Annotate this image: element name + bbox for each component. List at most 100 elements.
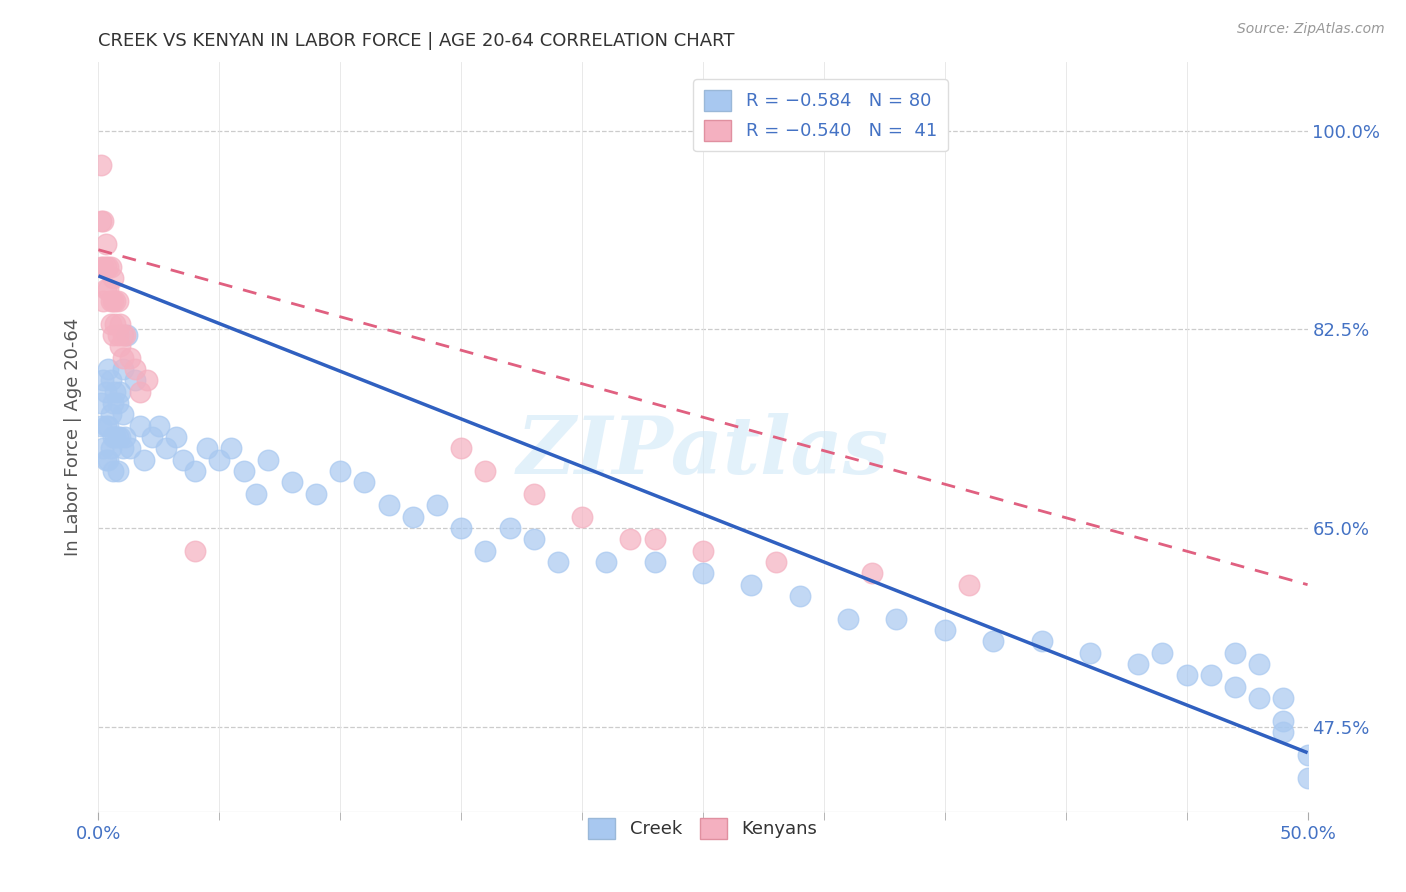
Point bbox=[256, 452, 278, 467]
Point bbox=[450, 521, 472, 535]
Point bbox=[100, 293, 122, 308]
Point bbox=[91, 442, 114, 456]
Point bbox=[128, 418, 150, 433]
Point bbox=[860, 566, 883, 581]
Point bbox=[100, 317, 122, 331]
Point bbox=[134, 452, 156, 467]
Point bbox=[135, 373, 157, 387]
Point bbox=[1272, 725, 1295, 739]
Point bbox=[101, 271, 124, 285]
Point bbox=[208, 452, 231, 467]
Point bbox=[108, 339, 131, 353]
Point bbox=[232, 464, 254, 478]
Text: Source: ZipAtlas.com: Source: ZipAtlas.com bbox=[1237, 22, 1385, 37]
Point bbox=[101, 293, 124, 308]
Point bbox=[1272, 714, 1295, 728]
Point bbox=[1152, 646, 1174, 660]
Point bbox=[1031, 634, 1053, 648]
Point bbox=[104, 430, 127, 444]
Y-axis label: In Labor Force | Age 20-64: In Labor Force | Age 20-64 bbox=[65, 318, 83, 557]
Point bbox=[981, 634, 1004, 648]
Point bbox=[91, 293, 114, 308]
Point bbox=[107, 396, 129, 410]
Point bbox=[450, 442, 472, 456]
Point bbox=[107, 327, 129, 342]
Point bbox=[1223, 680, 1246, 694]
Point bbox=[90, 158, 112, 172]
Point bbox=[692, 566, 714, 581]
Legend: Creek, Kenyans: Creek, Kenyans bbox=[579, 809, 827, 847]
Point bbox=[108, 317, 131, 331]
Point bbox=[111, 408, 134, 422]
Point bbox=[1199, 668, 1222, 682]
Point bbox=[1296, 771, 1319, 785]
Point bbox=[94, 384, 117, 399]
Point bbox=[94, 283, 117, 297]
Point bbox=[97, 283, 120, 297]
Point bbox=[124, 362, 146, 376]
Point bbox=[184, 543, 207, 558]
Point bbox=[100, 442, 122, 456]
Point bbox=[108, 384, 131, 399]
Point bbox=[104, 384, 127, 399]
Point bbox=[118, 442, 141, 456]
Point bbox=[184, 464, 207, 478]
Point bbox=[100, 408, 122, 422]
Point bbox=[90, 214, 112, 228]
Point bbox=[426, 498, 449, 512]
Point bbox=[114, 430, 136, 444]
Point bbox=[571, 509, 593, 524]
Point bbox=[141, 430, 163, 444]
Point bbox=[523, 533, 546, 547]
Point bbox=[90, 418, 112, 433]
Point bbox=[523, 487, 546, 501]
Point bbox=[377, 498, 399, 512]
Point bbox=[402, 509, 425, 524]
Point bbox=[111, 327, 134, 342]
Point bbox=[111, 351, 134, 365]
Point bbox=[94, 418, 117, 433]
Point bbox=[94, 452, 117, 467]
Point bbox=[957, 577, 980, 591]
Point bbox=[245, 487, 267, 501]
Point bbox=[1175, 668, 1198, 682]
Point bbox=[94, 260, 117, 274]
Point bbox=[595, 555, 617, 569]
Point bbox=[118, 351, 141, 365]
Point bbox=[107, 430, 129, 444]
Point bbox=[97, 260, 120, 274]
Point bbox=[117, 327, 139, 342]
Point bbox=[114, 327, 136, 342]
Point bbox=[934, 623, 956, 637]
Point bbox=[111, 362, 134, 376]
Point bbox=[886, 612, 908, 626]
Point bbox=[1078, 646, 1101, 660]
Point bbox=[195, 442, 218, 456]
Point bbox=[128, 384, 150, 399]
Point bbox=[547, 555, 569, 569]
Point bbox=[107, 293, 129, 308]
Point bbox=[692, 543, 714, 558]
Point bbox=[104, 293, 127, 308]
Point bbox=[619, 533, 641, 547]
Point bbox=[100, 260, 122, 274]
Point bbox=[789, 589, 811, 603]
Point bbox=[90, 260, 112, 274]
Point bbox=[644, 555, 666, 569]
Point bbox=[101, 464, 124, 478]
Point bbox=[97, 362, 120, 376]
Point bbox=[329, 464, 352, 478]
Point bbox=[305, 487, 328, 501]
Point bbox=[1249, 691, 1271, 706]
Point bbox=[498, 521, 520, 535]
Point bbox=[148, 418, 170, 433]
Point bbox=[1296, 747, 1319, 762]
Point bbox=[91, 260, 114, 274]
Point bbox=[1223, 646, 1246, 660]
Point bbox=[111, 442, 134, 456]
Point bbox=[101, 430, 124, 444]
Point bbox=[474, 543, 496, 558]
Text: ZIPatlas: ZIPatlas bbox=[517, 413, 889, 491]
Point bbox=[91, 214, 114, 228]
Point bbox=[644, 533, 666, 547]
